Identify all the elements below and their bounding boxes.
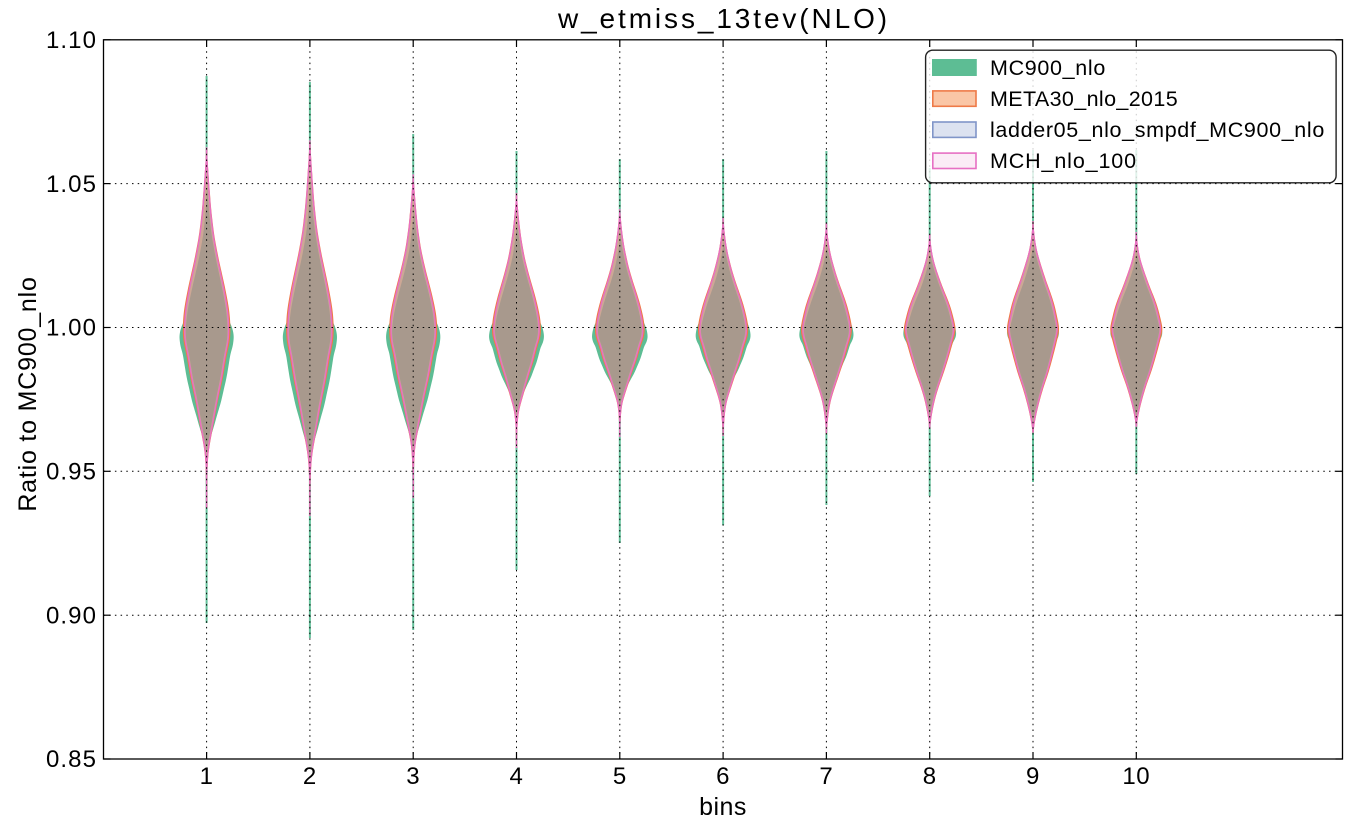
svg-text:MC900_nlo: MC900_nlo [990, 56, 1106, 80]
svg-text:1: 1 [200, 763, 214, 790]
svg-text:0.85: 0.85 [46, 746, 97, 773]
svg-text:Ratio to MC900_nlo: Ratio to MC900_nlo [14, 276, 42, 511]
svg-text:1.05: 1.05 [46, 171, 97, 198]
svg-text:1.00: 1.00 [46, 315, 97, 342]
svg-text:META30_nlo_2015: META30_nlo_2015 [990, 87, 1178, 111]
svg-text:3: 3 [406, 763, 420, 790]
svg-text:7: 7 [819, 763, 833, 790]
svg-text:6: 6 [716, 763, 730, 790]
svg-text:w_etmiss_13tev(NLO): w_etmiss_13tev(NLO) [557, 3, 890, 34]
svg-text:4: 4 [510, 763, 524, 790]
svg-text:bins: bins [699, 793, 747, 821]
svg-text:1.10: 1.10 [46, 27, 97, 54]
svg-text:ladder05_nlo_smpdf_MC900_nlo: ladder05_nlo_smpdf_MC900_nlo [990, 118, 1325, 142]
svg-text:8: 8 [923, 763, 937, 790]
svg-text:2: 2 [303, 763, 317, 790]
svg-text:9: 9 [1026, 763, 1040, 790]
svg-text:0.95: 0.95 [46, 459, 97, 486]
svg-text:5: 5 [613, 763, 627, 790]
svg-text:0.90: 0.90 [46, 602, 97, 629]
svg-text:MCH_nlo_100: MCH_nlo_100 [990, 149, 1137, 173]
svg-text:10: 10 [1122, 763, 1150, 790]
